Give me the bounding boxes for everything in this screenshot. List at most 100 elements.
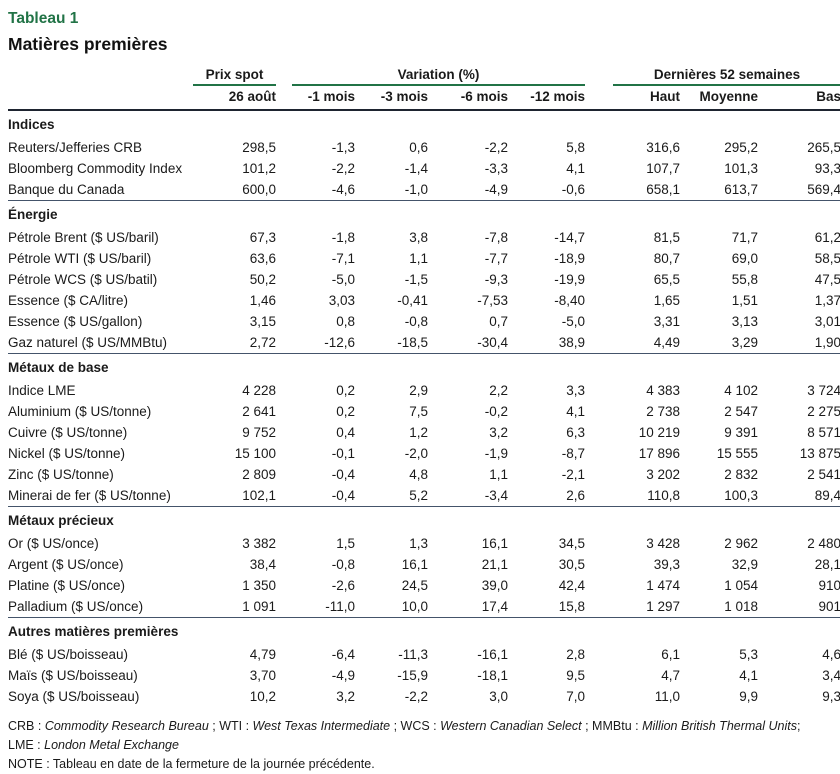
cell-value: 9,5	[566, 668, 586, 683]
cell-value: 107,7	[646, 161, 681, 176]
report-page: { "title": { "tag": "Tableau 1", "subtit…	[8, 10, 840, 771]
col-group-prix-spot-label: Prix spot	[193, 66, 276, 86]
row-label: Argent ($ US/once)	[8, 557, 124, 572]
table-row: Essence ($ US/gallon) 3,15 0,8 -0,8 0,7 -5,0 3…	[8, 311, 840, 332]
cell-value: -2,2	[331, 161, 355, 176]
row-label: Or ($ US/once)	[8, 536, 99, 551]
cell-value: 3 724	[807, 383, 840, 398]
cell-value: 1 018	[724, 599, 759, 614]
cell-value: 3,0	[489, 689, 508, 704]
row-label: Minerai de fer ($ US/tonne)	[8, 488, 171, 503]
cell-value: -1,5	[404, 272, 428, 287]
cell-value: 69,0	[731, 251, 759, 266]
section-header: Autres matières premières	[8, 617, 840, 644]
cell-value: -15,9	[397, 668, 428, 683]
row-label: Zinc ($ US/tonne)	[8, 467, 114, 482]
cell-value: 1,5	[336, 536, 355, 551]
table-row: Pétrole WCS ($ US/batil) 50,2 -5,0 -1,5 -9,3…	[8, 269, 840, 290]
cell-value: -0,8	[404, 314, 428, 329]
cell-value: 17 896	[638, 446, 681, 461]
cell-value: 17,4	[481, 599, 508, 614]
cell-value: 2,72	[249, 335, 276, 350]
col-header-6-mois: -6 mois	[428, 86, 508, 111]
table-row: Banque du Canada 600,0 -4,6 -1,0 -4,9 -0,6 658…	[8, 179, 840, 201]
row-label: Cuivre ($ US/tonne)	[8, 425, 128, 440]
cell-value: 16,1	[481, 536, 508, 551]
cell-value: 2 547	[724, 404, 759, 419]
col-header-haut: Haut	[585, 86, 681, 111]
cell-value: 5,3	[739, 647, 759, 662]
cell-value: -0,4	[331, 488, 355, 503]
cell-value: 4,79	[249, 647, 276, 662]
cell-value: -0,2	[484, 404, 508, 419]
cell-value: 9,3	[822, 689, 840, 704]
cell-value: -16,1	[477, 647, 508, 662]
cell-value: -2,1	[561, 467, 586, 482]
table-row: Bloomberg Commodity Index 101,2 -2,2 -1,4 -3…	[8, 158, 840, 179]
cell-value: 2 832	[724, 467, 759, 482]
cell-value: -9,3	[484, 272, 508, 287]
cell-value: 16,1	[401, 557, 428, 572]
footnote-line: NOTE : Tableau en date de la fermeture d…	[8, 755, 834, 774]
cell-value: 80,7	[653, 251, 681, 266]
table-row: Platine ($ US/once) 1 350 -2,6 24,5 39,0 42,4…	[8, 575, 840, 596]
row-label: Maïs ($ US/boisseau)	[8, 668, 138, 683]
footnote-text: CRB :	[8, 719, 45, 733]
cell-value: 34,5	[558, 536, 586, 551]
table-row: Essence ($ CA/litre) 1,46 3,03 -0,41 -7,53 -8…	[8, 290, 840, 311]
cell-value: 2 641	[242, 404, 276, 419]
cell-value: 30,5	[558, 557, 586, 572]
footnote-term: London Metal Exchange	[44, 738, 179, 752]
row-label: Nickel ($ US/tonne)	[8, 446, 126, 461]
cell-value: 316,6	[646, 140, 681, 155]
cell-value: 1,46	[249, 293, 276, 308]
table-row: Gaz naturel ($ US/MMBtu) 2,72 -12,6 -18,5 -3…	[8, 332, 840, 354]
cell-value: -3,4	[484, 488, 508, 503]
cell-value: 2 480	[807, 536, 840, 551]
cell-value: 3,29	[731, 335, 759, 350]
cell-value: -2,0	[404, 446, 428, 461]
cell-value: 2 962	[724, 536, 759, 551]
cell-value: 3,2	[336, 689, 355, 704]
cell-value: -12,6	[324, 335, 355, 350]
col-header-date: 26 août	[193, 86, 276, 111]
cell-value: 4,1	[739, 668, 759, 683]
cell-value: 39,3	[653, 557, 681, 572]
cell-value: 6,3	[566, 425, 586, 440]
cell-value: -18,5	[397, 335, 428, 350]
cell-value: 6,1	[661, 647, 681, 662]
cell-value: 28,1	[814, 557, 840, 572]
footnote-text: LME :	[8, 738, 45, 752]
cell-value: 4,49	[653, 335, 681, 350]
cell-value: -0,6	[561, 182, 586, 197]
table-row: Zinc ($ US/tonne) 2 809 -0,4 4,8 1,1 -2,1 3 20…	[8, 464, 840, 485]
cell-value: 8 571	[807, 425, 840, 440]
cell-value: 265,5	[807, 140, 840, 155]
cell-value: 3 202	[646, 467, 681, 482]
cell-value: 100,3	[724, 488, 759, 503]
cell-value: 1 054	[724, 578, 759, 593]
cell-value: 32,9	[731, 557, 759, 572]
cell-value: 2 809	[242, 467, 276, 482]
row-label: Palladium ($ US/once)	[8, 599, 144, 614]
cell-value: 2,2	[489, 383, 508, 398]
cell-value: 7,0	[566, 689, 586, 704]
col-header-12-mois: -12 mois	[508, 86, 586, 111]
cell-value: -7,1	[331, 251, 355, 266]
table-row: Palladium ($ US/once) 1 091 -11,0 10,0 17,4 1…	[8, 596, 840, 618]
section-row: Métaux précieux	[8, 506, 840, 533]
row-label: Pétrole WTI ($ US/baril)	[8, 251, 152, 266]
row-label: Soya ($ US/boisseau)	[8, 689, 140, 704]
cell-value: -18,1	[477, 668, 508, 683]
cell-value: 38,4	[249, 557, 276, 572]
col-group-variation: Variation (%)	[276, 66, 586, 86]
cell-value: 1,1	[489, 467, 508, 482]
cell-value: 21,1	[481, 557, 508, 572]
cell-value: 4,6	[822, 647, 840, 662]
header-group-row: Prix spot Variation (%) Dernières 52 sem…	[8, 66, 840, 86]
table-row: Soya ($ US/boisseau) 10,2 3,2 -2,2 3,0 7,0 11,…	[8, 686, 840, 707]
cell-value: -1,0	[404, 182, 428, 197]
row-label: Banque du Canada	[8, 182, 125, 197]
cell-value: 15,8	[558, 599, 586, 614]
table-row: Aluminium ($ US/tonne) 2 641 0,2 7,5 -0,2 4,1…	[8, 401, 840, 422]
